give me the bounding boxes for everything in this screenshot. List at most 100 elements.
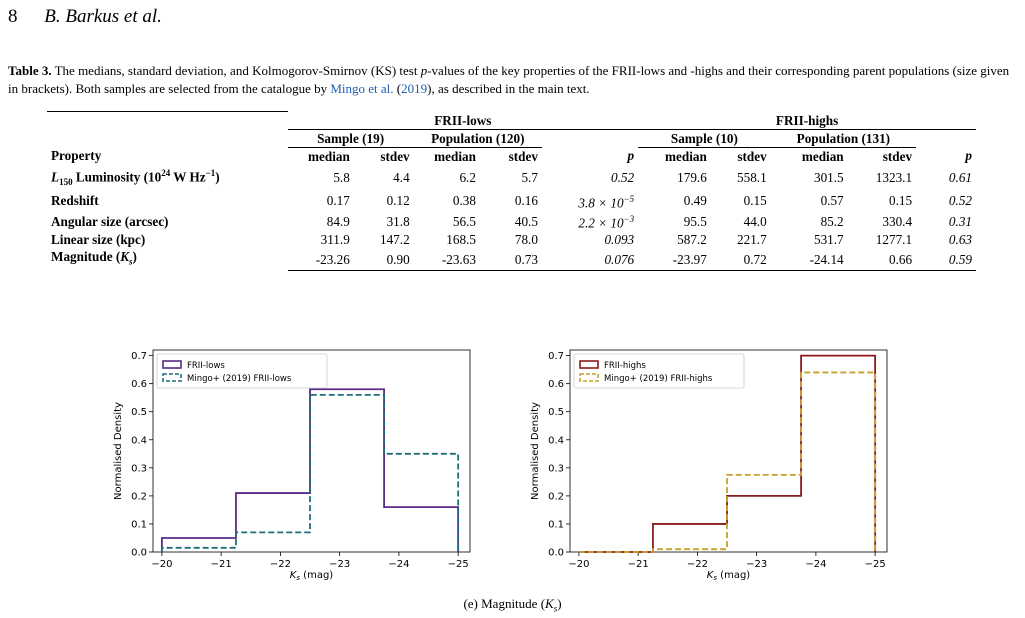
y-tick-label: 0.6 bbox=[131, 379, 147, 390]
table-cell: 0.15 bbox=[743, 193, 767, 209]
y-axis-label: Normalised Density bbox=[113, 402, 124, 500]
table-caption: Table 3. The medians, standard deviation… bbox=[8, 63, 1010, 96]
y-tick-label: 0.0 bbox=[548, 548, 564, 559]
legend-swatch bbox=[162, 373, 182, 382]
row-label: Redshift bbox=[51, 193, 99, 209]
y-tick-label: 0.2 bbox=[131, 491, 147, 502]
y-tick-label: 0.3 bbox=[548, 463, 564, 474]
histogram-frii-lows: 0.0 0.1 0.2 0.3 0.4 0.5 0.6 0.7 −20 −21 −22 −23 −24 −… bbox=[113, 349, 471, 582]
table-cell: 31.8 bbox=[386, 213, 410, 229]
x-axis-label: Ks (mag) bbox=[707, 570, 751, 582]
caption-text-3: , as described in the main text. bbox=[431, 81, 590, 96]
table-cell: 0.49 bbox=[683, 193, 707, 209]
legend-swatch bbox=[579, 360, 599, 369]
table-cell: 0.16 bbox=[514, 193, 538, 209]
x-tick-label: −20 bbox=[568, 559, 589, 570]
y-tick-label: 0.0 bbox=[131, 548, 147, 559]
table-cell: 0.12 bbox=[386, 193, 410, 209]
x-tick-label: −22 bbox=[270, 559, 291, 570]
table-cell: 531.7 bbox=[813, 232, 844, 248]
table-cell: 2.2 × 10−3 bbox=[578, 213, 635, 231]
table-cell: 95.5 bbox=[683, 213, 707, 229]
caption-text-2: -values of the key properties of the FRI… bbox=[8, 63, 1010, 96]
table-cell: 78.0 bbox=[514, 232, 538, 248]
table-cell: 0.90 bbox=[353, 248, 414, 272]
column-stdev: stdev bbox=[882, 148, 913, 164]
y-tick-label: 0.2 bbox=[548, 491, 564, 502]
subheader-sample-lows: Sample (19) bbox=[287, 129, 414, 148]
legend-label: Mingo+ (2019) FRII-highs bbox=[604, 374, 713, 384]
table-cell: 168.5 bbox=[446, 232, 476, 248]
column-median: median bbox=[801, 148, 844, 164]
table-cell: -23.63 bbox=[413, 248, 480, 272]
y-tick-label: 0.4 bbox=[548, 435, 564, 446]
table-cell: 0.17 bbox=[326, 193, 350, 209]
citation-link[interactable]: Mingo et al. bbox=[330, 81, 394, 96]
table-cell: 0.38 bbox=[452, 193, 476, 209]
x-tick-label: −23 bbox=[329, 559, 350, 570]
table-cell: 44.0 bbox=[743, 213, 767, 229]
y-tick-label: 0.4 bbox=[131, 435, 147, 446]
table-cell: 0.73 bbox=[479, 248, 542, 272]
x-axis-label: Ks (mag) bbox=[290, 570, 334, 582]
legend-box bbox=[156, 353, 328, 389]
table-cell: 558.1 bbox=[737, 170, 767, 186]
table-cell: 0.61 bbox=[948, 170, 972, 186]
subheader-population-highs: Population (131) bbox=[770, 129, 917, 148]
table-cell: 5.7 bbox=[521, 170, 538, 186]
table-cell: 311.9 bbox=[320, 232, 350, 248]
table-cell: 147.2 bbox=[379, 232, 410, 248]
table-cell: 84.9 bbox=[326, 213, 350, 229]
citation-year-link[interactable]: 2019 bbox=[401, 81, 428, 96]
table-cell: 0.66 bbox=[847, 248, 917, 272]
row-label: Angular size (arcsec) bbox=[51, 213, 169, 229]
y-tick-label: 0.1 bbox=[131, 519, 147, 530]
legend-label: FRII-highs bbox=[604, 361, 646, 371]
table-cell: 301.5 bbox=[813, 170, 844, 186]
row-label: L150 Luminosity (1024 W Hz−1) bbox=[51, 167, 220, 187]
column-stdev: stdev bbox=[737, 148, 767, 164]
table-row: Redshift 0.17 0.12 0.38 0.16 3.8 × 10−5 0.49 0.… bbox=[47, 191, 976, 211]
column-stdev: stdev bbox=[508, 148, 538, 164]
table-cell: 0.076 bbox=[541, 248, 639, 272]
x-tick-label: −24 bbox=[805, 559, 826, 570]
legend-swatch bbox=[579, 373, 599, 382]
table-cell: 221.7 bbox=[737, 232, 767, 248]
subfigure-caption: (e) Magnitude (Ks) bbox=[463, 596, 562, 614]
table-cell: 3.8 × 10−5 bbox=[578, 193, 635, 210]
table-cell: 0.52 bbox=[611, 170, 635, 186]
table-cell: 0.15 bbox=[888, 193, 913, 209]
table-cell: 0.72 bbox=[710, 248, 771, 272]
y-tick-label: 0.6 bbox=[548, 379, 564, 390]
table-cell: 0.57 bbox=[820, 193, 844, 209]
series-population-step bbox=[578, 371, 877, 553]
row-label: Linear size (kpc) bbox=[51, 232, 146, 248]
table-cell: -23.26 bbox=[287, 248, 354, 272]
column-stdev: stdev bbox=[380, 148, 410, 164]
y-tick-label: 0.3 bbox=[131, 463, 147, 474]
running-authors: B. Barkus et al. bbox=[44, 6, 162, 27]
x-tick-label: −25 bbox=[448, 559, 469, 570]
column-property: Property bbox=[51, 148, 102, 164]
series-sample-step bbox=[160, 388, 460, 552]
table-cell: 0.52 bbox=[948, 193, 972, 209]
y-tick-label: 0.7 bbox=[131, 351, 147, 362]
table-cell: -23.97 bbox=[638, 248, 711, 272]
table-cell: 0.093 bbox=[604, 232, 635, 248]
table-cell: 0.63 bbox=[948, 232, 972, 248]
x-tick-label: −22 bbox=[687, 559, 708, 570]
page-number: 8 bbox=[8, 6, 18, 27]
caption-p-symbol: p bbox=[420, 63, 428, 78]
plot-frame bbox=[569, 349, 888, 553]
group-header-highs: FRII-highs bbox=[638, 111, 976, 130]
table-row: L150 Luminosity (1024 W Hz−1) 5.8 4.4 6.2 5.… bbox=[47, 165, 976, 191]
table-row: Magnitude (Ks) -23.26 0.90 -23.63 0.73 0.076-… bbox=[47, 248, 976, 272]
table-row: Angular size (arcsec) 84.9 31.8 56.5 40.5 2.2… bbox=[47, 211, 976, 231]
table-cell: 0.31 bbox=[948, 213, 972, 229]
x-tick-label: −24 bbox=[388, 559, 409, 570]
properties-table: FRII-lows FRII-highs Sample (19) Populat… bbox=[47, 111, 976, 272]
legend-swatch bbox=[162, 360, 182, 369]
x-tick-label: −21 bbox=[211, 559, 232, 570]
group-header-lows: FRII-lows bbox=[287, 111, 639, 130]
table-cell: 85.2 bbox=[820, 213, 844, 229]
